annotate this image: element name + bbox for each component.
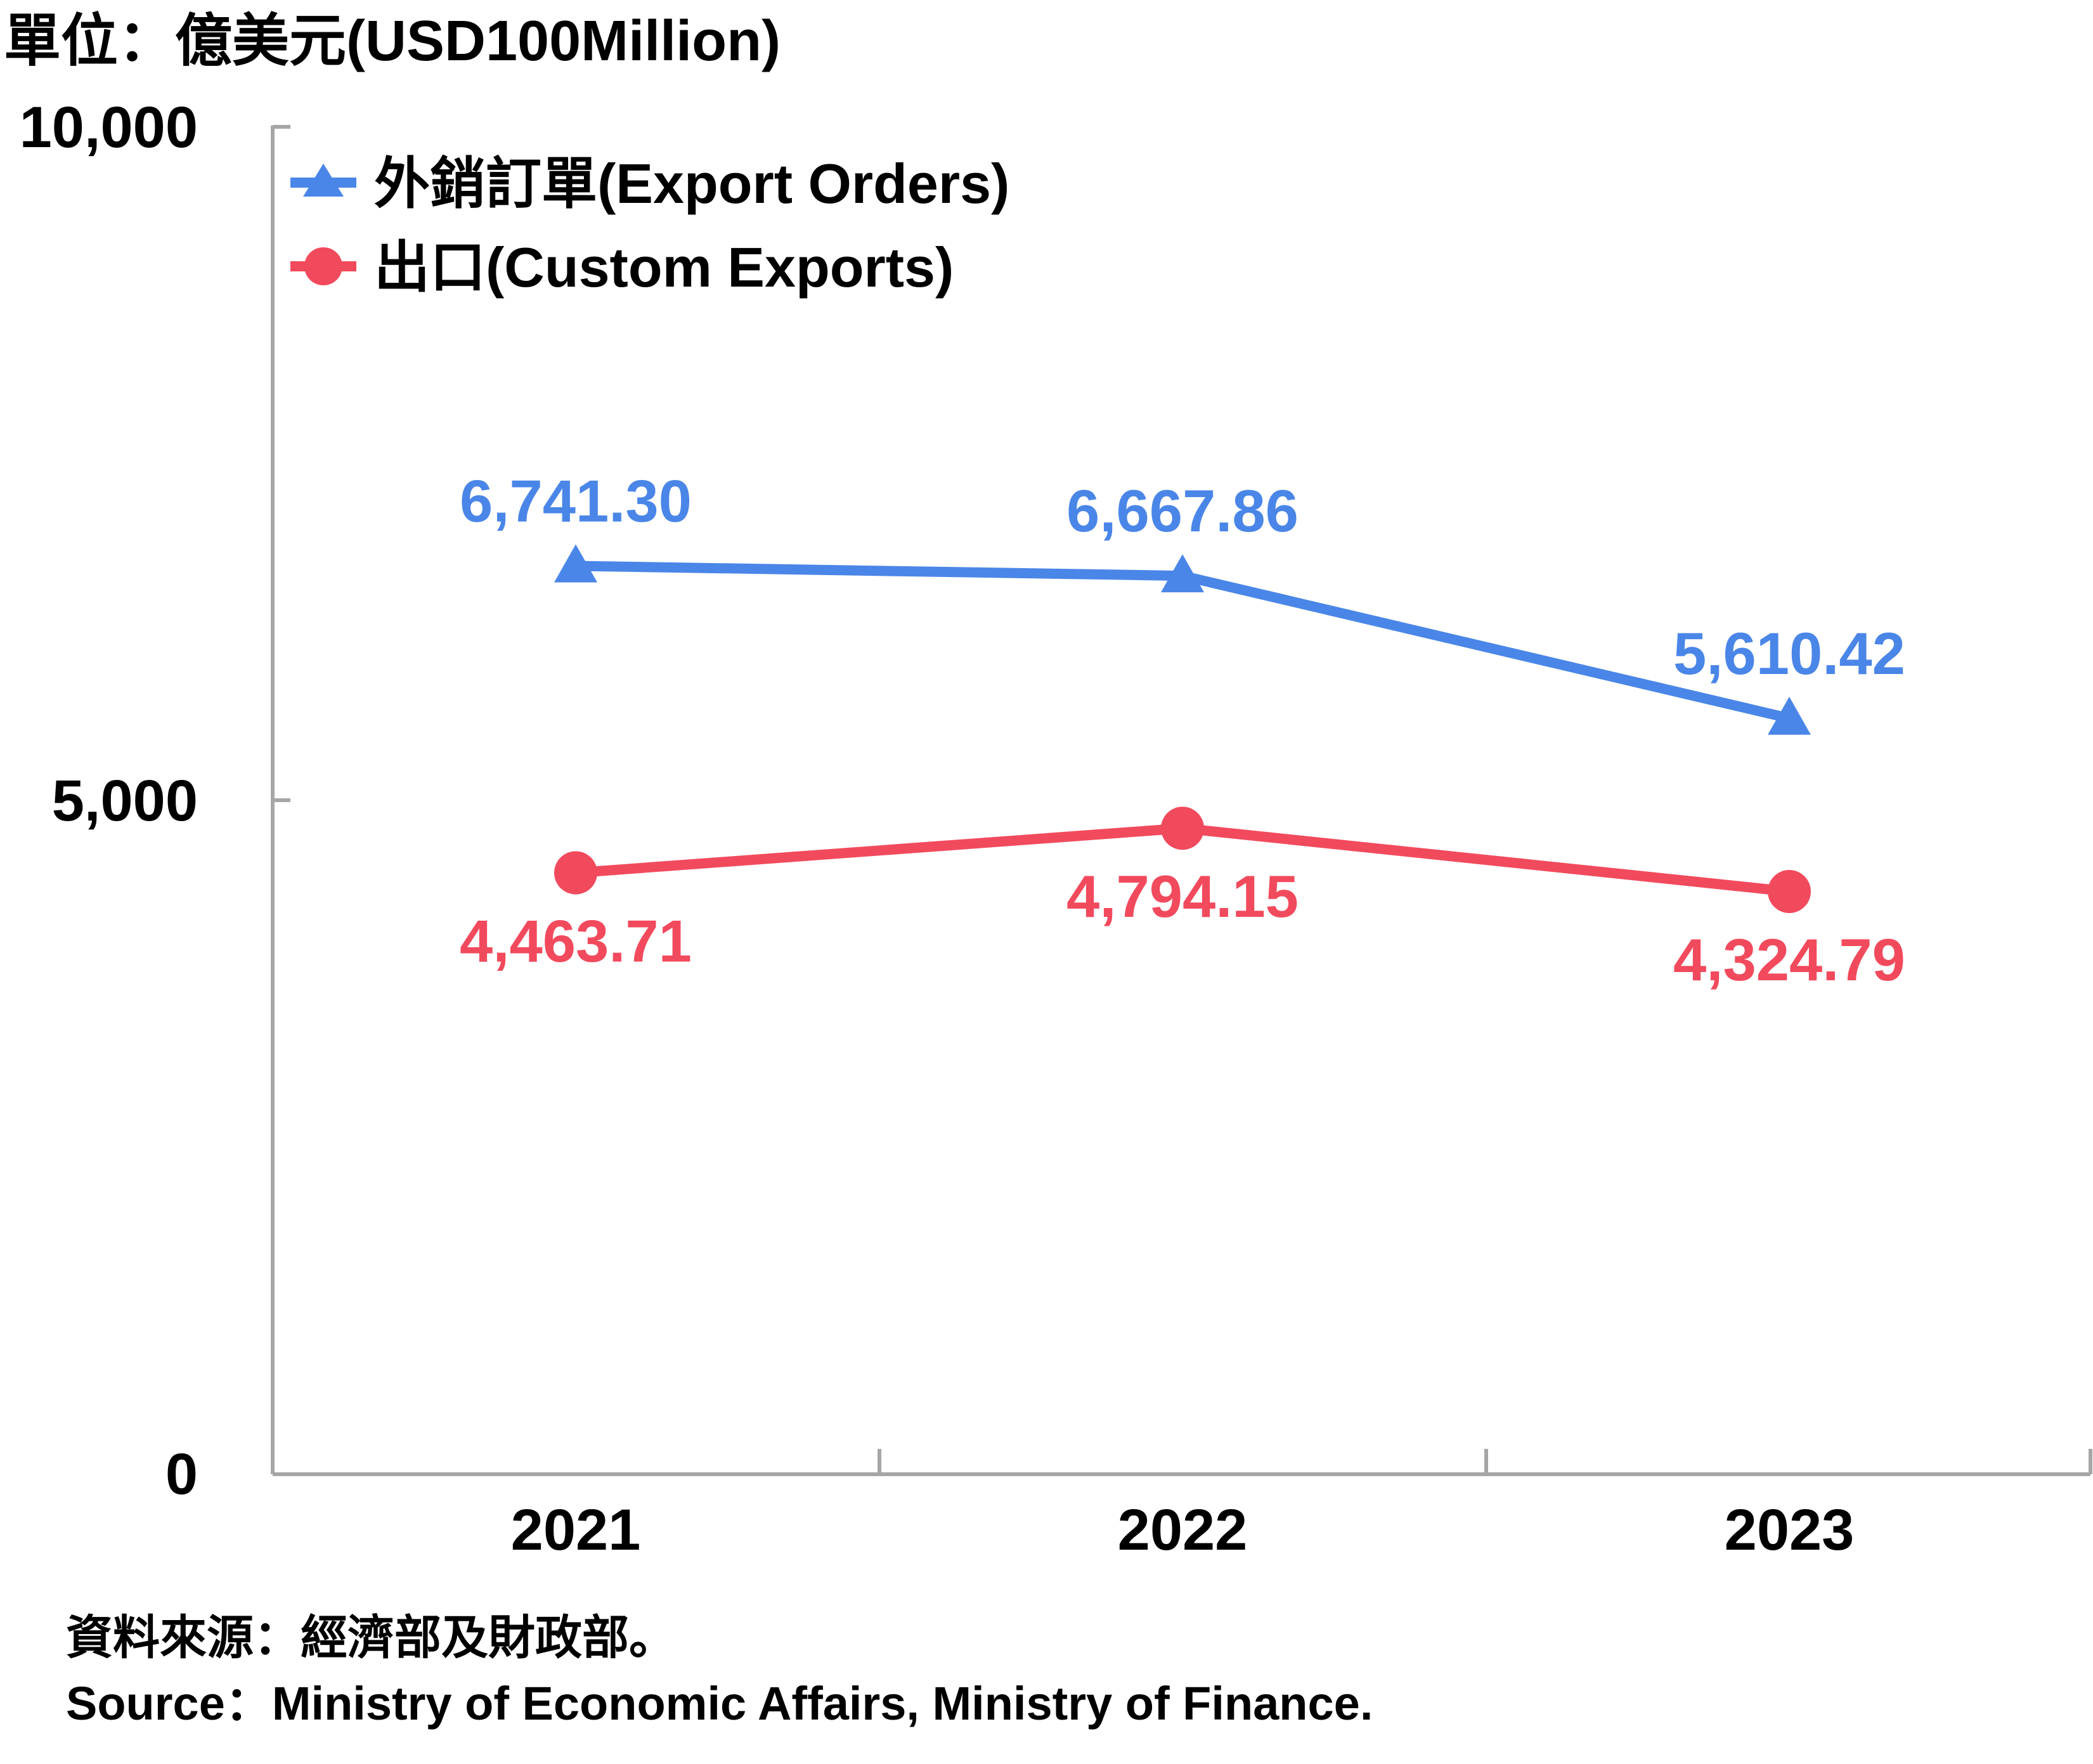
data-label-export-orders-2023: 5,610.42 bbox=[1673, 620, 1905, 687]
data-label-custom-exports-2022: 4,794.15 bbox=[1066, 863, 1299, 930]
source-line-chinese: 資料來源：經濟部及財政部。 bbox=[66, 1611, 676, 1664]
data-point-export-orders-2023 bbox=[1768, 696, 1811, 735]
circle-marker-icon bbox=[304, 247, 342, 285]
data-point-custom-exports-2023 bbox=[1768, 869, 1811, 913]
x-tick-label-2023: 2023 bbox=[1725, 1498, 1855, 1562]
data-point-custom-exports-2021 bbox=[554, 851, 597, 895]
data-label-custom-exports-2023: 4,324.79 bbox=[1673, 926, 1905, 993]
legend-label-custom-exports: 出口(Custom Exports) bbox=[374, 236, 954, 299]
y-tick-label-5000: 5,000 bbox=[52, 769, 198, 833]
triangle-marker-icon bbox=[303, 164, 344, 197]
unit-label: 單位：億美元(USD100Million) bbox=[4, 10, 781, 73]
data-label-custom-exports-2021: 4,463.71 bbox=[460, 907, 692, 974]
y-tick-label-10000: 10,000 bbox=[20, 95, 198, 160]
x-tick-label-2022: 2022 bbox=[1118, 1498, 1248, 1562]
data-point-export-orders-2021 bbox=[554, 544, 597, 583]
legend: 外銷訂單(Export Orders) 出口(Custom Exports) bbox=[290, 152, 1009, 299]
x-tick-label-2021: 2021 bbox=[511, 1498, 641, 1562]
source-line-english: Source：Ministry of Economic Affairs, Min… bbox=[66, 1677, 1373, 1730]
series-custom-exports: 4,463.71 4,794.15 4,324.79 bbox=[460, 807, 1905, 993]
data-label-export-orders-2021: 6,741.30 bbox=[460, 467, 692, 534]
legend-item-custom-exports: 出口(Custom Exports) bbox=[290, 236, 954, 299]
legend-item-export-orders: 外銷訂單(Export Orders) bbox=[290, 152, 1009, 215]
data-point-export-orders-2022 bbox=[1161, 554, 1204, 593]
data-label-export-orders-2022: 6,667.86 bbox=[1066, 477, 1299, 544]
y-tick-label-0: 0 bbox=[165, 1442, 198, 1507]
legend-label-export-orders: 外銷訂單(Export Orders) bbox=[374, 152, 1009, 215]
data-point-custom-exports-2022 bbox=[1161, 807, 1204, 850]
series-layer: 6,741.30 6,667.86 5,610.42 4,463.71 4,794.15… bbox=[460, 467, 1905, 993]
series-export-orders: 6,741.30 6,667.86 5,610.42 bbox=[460, 467, 1905, 735]
